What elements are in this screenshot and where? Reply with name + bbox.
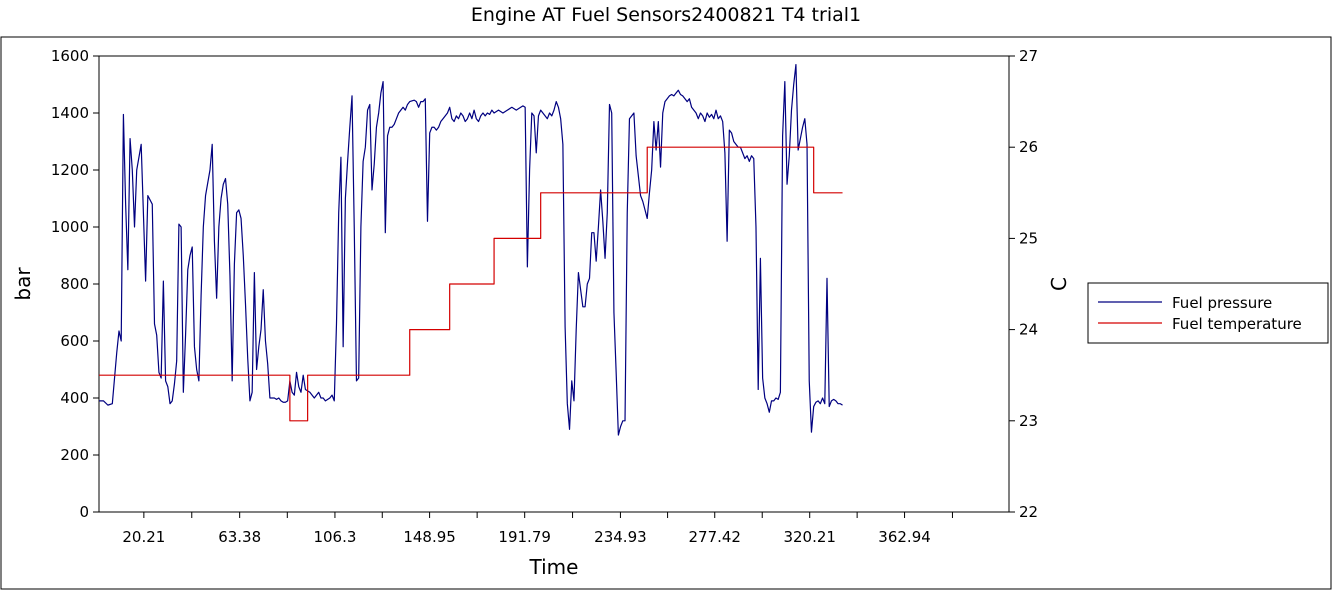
legend-box	[1087, 282, 1329, 344]
series-layer	[99, 63, 843, 436]
figure-border	[0, 36, 1332, 590]
x-tick-label: 320.21	[783, 528, 836, 546]
legend: Fuel pressure Fuel temperature	[1087, 282, 1329, 344]
x-axis-title: Time	[529, 555, 579, 579]
y-tick-label: 1400	[51, 104, 89, 122]
chart-title: Engine AT Fuel Sensors2400821 T4 trial1	[471, 4, 861, 26]
series-line-fuel-pressure	[99, 63, 843, 436]
y-axis-left: 0 200 400 600 800 1000 1200 1400 1600	[51, 47, 99, 521]
y2-axis-title: C	[1047, 277, 1071, 291]
y2-tick-label: 25	[1019, 229, 1038, 247]
y-tick-label: 1200	[51, 161, 89, 179]
y2-tick-label: 22	[1019, 503, 1038, 521]
x-tick-label: 148.95	[403, 528, 456, 546]
x-tick-label: 277.42	[688, 528, 741, 546]
x-tick-label: 234.93	[594, 528, 647, 546]
y-tick-label: 800	[60, 275, 89, 293]
y2-tick-label: 27	[1019, 47, 1038, 65]
x-tick-label: 63.38	[218, 528, 261, 546]
y-tick-label: 1000	[51, 218, 89, 236]
x-tick-label: 20.21	[122, 528, 165, 546]
legend-label-fuel-pressure: Fuel pressure	[1172, 294, 1272, 312]
y-tick-label: 600	[60, 332, 89, 350]
y-axis-right: 22 23 24 25 26 27	[1009, 47, 1038, 521]
y2-tick-label: 23	[1019, 412, 1038, 430]
y-tick-label: 400	[60, 389, 89, 407]
x-axis: 20.21 63.38 106.3 148.95 191.79 234.93 277.42 3…	[122, 512, 953, 546]
series-line-fuel-temperature	[99, 146, 843, 422]
y2-tick-label: 26	[1019, 138, 1038, 156]
y-tick-label: 1600	[51, 47, 89, 65]
x-tick-label: 362.94	[878, 528, 931, 546]
x-tick-label: 191.79	[498, 528, 551, 546]
legend-label-fuel-temperature: Fuel temperature	[1172, 315, 1302, 333]
y-axis-title: bar	[11, 267, 35, 301]
x-tick-label: 106.3	[313, 528, 356, 546]
y2-tick-label: 24	[1019, 321, 1038, 339]
y-tick-label: 0	[79, 503, 89, 521]
y-tick-label: 200	[60, 446, 89, 464]
